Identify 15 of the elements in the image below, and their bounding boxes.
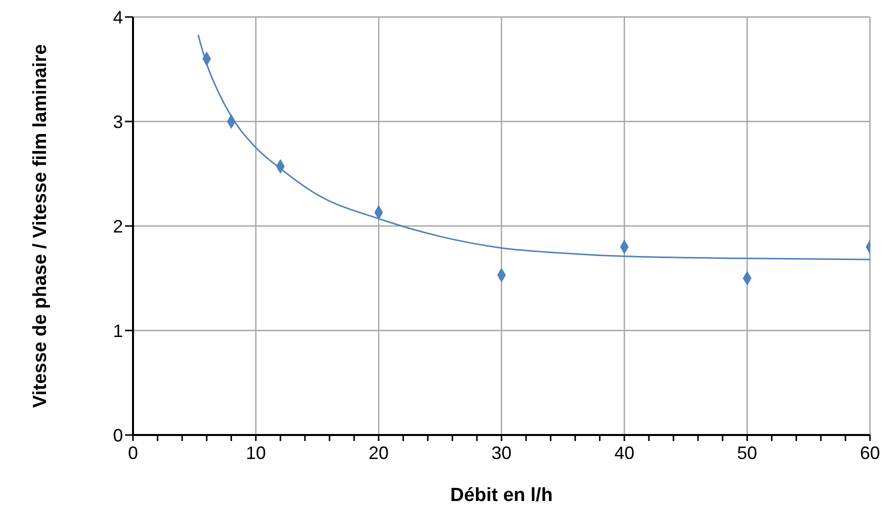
x-tick-label: 0 [128,443,138,463]
x-tick-label: 30 [491,443,512,463]
y-tick-label: 2 [112,216,123,236]
y-tick-label: 3 [112,112,123,132]
line-series [197,34,870,260]
x-tick-label: 40 [614,443,634,463]
x-tick-label: 60 [860,443,880,463]
y-tick-label: 4 [112,7,123,28]
x-tick-label: 10 [246,443,266,463]
y-tick-label: 1 [112,320,123,341]
x-tick-label: 50 [737,443,758,463]
x-axis-title: Débit en l/h [450,485,553,506]
y-tick-label: 0 [112,425,123,446]
y-axis-title: Vitesse de phase / Vitesse film laminaire [30,44,51,408]
x-tick-label: 20 [368,443,389,463]
